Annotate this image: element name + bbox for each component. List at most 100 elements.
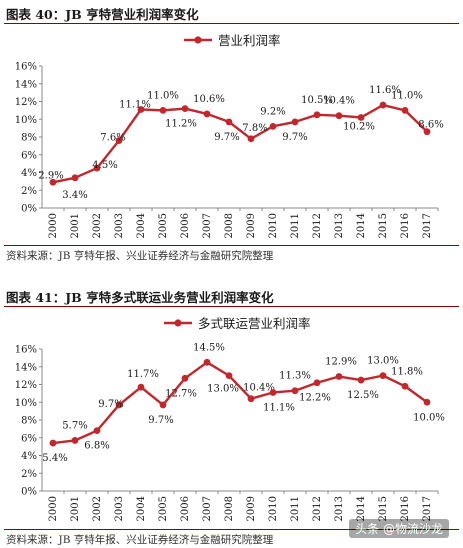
x-tick-label: 2006 bbox=[180, 496, 191, 521]
data-point bbox=[291, 118, 299, 126]
data-point bbox=[247, 395, 255, 403]
y-tick-label: 2% bbox=[21, 469, 37, 480]
data-point bbox=[269, 122, 277, 130]
data-label: 12.7% bbox=[165, 388, 197, 399]
data-point bbox=[71, 174, 79, 182]
x-tick-label: 2009 bbox=[246, 496, 257, 521]
data-label: 14.5% bbox=[193, 342, 225, 353]
data-point bbox=[181, 105, 189, 112]
x-tick-label: 2001 bbox=[70, 496, 81, 521]
data-point bbox=[401, 382, 409, 390]
data-label: 4.5% bbox=[92, 160, 117, 171]
data-label: 11.2% bbox=[165, 119, 197, 130]
x-tick-label: 2005 bbox=[158, 213, 169, 238]
data-label: 10.2% bbox=[343, 121, 375, 132]
data-point bbox=[247, 135, 255, 143]
y-tick-label: 8% bbox=[21, 133, 37, 144]
legend-label: 营业利润率 bbox=[218, 33, 281, 48]
data-label: 12.5% bbox=[347, 390, 379, 401]
data-point bbox=[203, 358, 211, 366]
data-label: 10.4% bbox=[243, 383, 275, 394]
data-label: 7.8% bbox=[242, 123, 267, 134]
y-tick-label: 0% bbox=[21, 487, 37, 498]
y-tick-label: 2% bbox=[21, 186, 37, 197]
x-tick-label: 2002 bbox=[92, 213, 103, 238]
y-tick-label: 14% bbox=[15, 362, 37, 373]
title-rule-40 bbox=[4, 23, 459, 24]
data-point bbox=[335, 373, 343, 380]
chart-operating-margin-svg: 营业利润率 0% 2% 4% 6% 8% 10% 12% 14% 16% 2000 2001 2002 2… bbox=[15, 33, 444, 238]
x-tick-label: 2004 bbox=[136, 496, 147, 521]
y-tick-label: 12% bbox=[15, 97, 37, 108]
x-tick-label: 2014 bbox=[356, 213, 367, 238]
x-tick-label: 2011 bbox=[290, 496, 301, 521]
data-label: 8.6% bbox=[418, 120, 443, 131]
data-point bbox=[423, 398, 431, 406]
data-point bbox=[269, 389, 277, 396]
y-tick-label: 4% bbox=[21, 451, 37, 462]
data-label: 11.0% bbox=[147, 90, 179, 101]
y-tick-label: 10% bbox=[15, 115, 37, 126]
data-label: 10.0% bbox=[413, 412, 445, 423]
data-label: 5.4% bbox=[42, 453, 67, 464]
y-tick-label: 0% bbox=[21, 204, 37, 215]
y-tick-label: 4% bbox=[21, 168, 37, 179]
x-tick-label: 2010 bbox=[268, 496, 279, 521]
x-tick-label: 2002 bbox=[92, 496, 103, 521]
x-tick-label: 2000 bbox=[48, 496, 59, 521]
data-point bbox=[423, 128, 431, 136]
data-label: 9.2% bbox=[260, 106, 285, 117]
data-point bbox=[49, 178, 57, 186]
y-tick-label: 12% bbox=[15, 380, 37, 391]
data-point bbox=[313, 111, 321, 119]
x-tick-label: 2012 bbox=[312, 496, 323, 521]
x-tick-label: 2011 bbox=[290, 213, 301, 238]
data-label: 9.7% bbox=[98, 399, 123, 410]
data-label: 12.9% bbox=[325, 357, 357, 368]
x-tick-label: 2014 bbox=[356, 496, 367, 521]
x-tick-label: 2000 bbox=[48, 213, 59, 238]
x-tick-label: 2008 bbox=[224, 496, 235, 521]
data-point bbox=[93, 427, 101, 435]
legend-marker bbox=[174, 319, 182, 327]
data-point bbox=[291, 387, 299, 395]
data-point bbox=[181, 374, 189, 382]
x-tick-label: 2004 bbox=[136, 213, 147, 238]
y-tick-label: 16% bbox=[15, 345, 37, 356]
legend-label: 多式联运营业利润率 bbox=[198, 316, 311, 331]
data-point bbox=[49, 439, 57, 447]
y-tick-label: 8% bbox=[21, 416, 37, 427]
y-tick-label: 16% bbox=[15, 62, 37, 73]
x-tick-label: 2015 bbox=[378, 496, 389, 521]
series-line bbox=[52, 361, 428, 445]
data-point bbox=[137, 106, 145, 113]
data-point bbox=[225, 118, 233, 126]
data-label: 10.4% bbox=[323, 96, 355, 107]
chart-intermodal-margin: 多式联运营业利润率 0% 2% 4% 6% 8% 10% 12% 14% 16% 2000 2001 2… bbox=[0, 307, 463, 521]
data-label: 9.7% bbox=[214, 132, 239, 143]
data-label: 11.3% bbox=[279, 371, 311, 382]
data-point bbox=[159, 401, 167, 409]
data-label: 11.8% bbox=[391, 366, 423, 377]
source-note-40: 资料来源：JB 亨特年报、兴业证券经济与金融研究院整理 bbox=[6, 250, 274, 262]
legend: 多式联运营业利润率 bbox=[164, 316, 311, 331]
x-tick-label: 2007 bbox=[202, 496, 213, 521]
x-tick-label: 2010 bbox=[268, 213, 279, 238]
legend-marker bbox=[194, 36, 202, 44]
data-point bbox=[379, 372, 387, 380]
x-tick-label: 2013 bbox=[334, 496, 345, 521]
data-label: 11.0% bbox=[391, 90, 423, 101]
data-label: 11.1% bbox=[263, 402, 295, 413]
source-note-41: 资料来源：JB 亨特年报、兴业证券经济与金融研究院整理 bbox=[6, 534, 274, 546]
figure-title-40: 图表 40：JB 亨特营业利润率变化 bbox=[6, 7, 199, 22]
data-label: 10.6% bbox=[193, 94, 225, 105]
y-tick-label: 14% bbox=[15, 79, 37, 90]
data-point bbox=[93, 164, 101, 172]
data-point bbox=[357, 376, 365, 384]
data-label: 13.0% bbox=[207, 384, 239, 395]
x-tick-label: 2007 bbox=[202, 213, 213, 238]
source-rule-41 bbox=[4, 529, 459, 530]
x-tick-label: 2006 bbox=[180, 213, 191, 238]
x-tick-label: 2001 bbox=[70, 213, 81, 238]
data-point bbox=[159, 106, 167, 114]
